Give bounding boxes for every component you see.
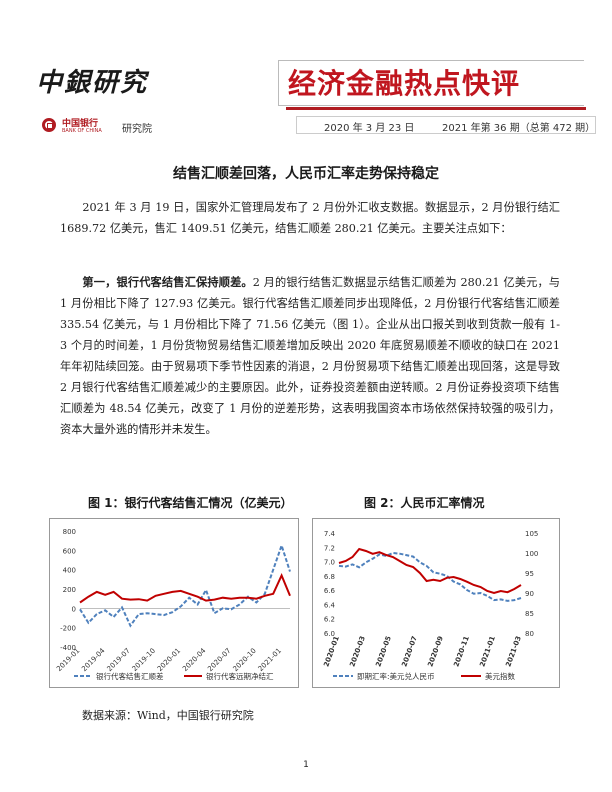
- y-right-tick-label: 90: [525, 590, 534, 598]
- chart-1-frame: -400 -200 0 200 400 600 800 2019-01 2019-04 2019-…: [49, 518, 299, 688]
- y-tick-label: -400: [60, 644, 76, 652]
- x-tick-label: 2020-04: [181, 646, 208, 673]
- y-right-tick-label: 85: [525, 610, 534, 618]
- x-tick-label: 2019-04: [80, 646, 107, 673]
- legend-label-1: 银行代客结售汇顺差: [96, 671, 164, 681]
- y-tick-label: 0: [72, 605, 76, 613]
- x-tick-label: 2021-01: [257, 647, 283, 673]
- legend-label-1: 即期汇率:美元兑人民币: [357, 671, 435, 681]
- bank-name-en: BANK OF CHINA: [62, 128, 102, 134]
- x-tick-label: 2020-07: [400, 635, 419, 668]
- date-frame: [296, 116, 596, 134]
- bank-name-cn: 中国银行: [62, 119, 99, 129]
- banner-frame: [278, 60, 584, 106]
- x-tick-label: 2019-07: [105, 647, 131, 673]
- article-title: 结售汇顺差回落，人民币汇率走势保持稳定: [173, 166, 439, 182]
- y-left-tick-label: 6.4: [324, 601, 336, 609]
- chart-2-frame: 6.0 6.2 6.4 6.6 6.8 7.0 7.2 7.4 80 85 90 95 100 105 20…: [312, 518, 560, 688]
- series-line-2: [338, 547, 522, 595]
- y-right-tick-label: 80: [525, 630, 534, 638]
- header-divider: [286, 107, 586, 110]
- y-left-tick-label: 7.0: [324, 559, 335, 567]
- x-tick-label: 2020-05: [374, 635, 393, 668]
- bank-of-china-logo-icon: [42, 118, 56, 132]
- legend-label-2: 美元指数: [485, 671, 515, 681]
- y-left-tick-label: 6.0: [324, 630, 335, 638]
- chart-2: 6.0 6.2 6.4 6.6 6.8 7.0 7.2 7.4 80 85 90 95 100 105 20…: [322, 530, 538, 681]
- y-tick-label: 600: [63, 547, 76, 555]
- y-tick-label: 800: [63, 528, 76, 536]
- figure-2-title: 图 2：人民币汇率情况: [364, 496, 485, 510]
- y-tick-label: 200: [63, 586, 76, 594]
- x-tick-label: 2020-01: [156, 647, 182, 673]
- x-tick-label: 2020-07: [206, 647, 232, 673]
- x-tick-label: 2021-03: [504, 635, 523, 668]
- paragraph-intro: 2021 年 3 月 19 日，国家外汇管理局发布了 2 月份外汇收支数据。数据…: [60, 201, 560, 235]
- y-tick-label: -200: [60, 625, 76, 633]
- paragraph-point-one: 第一，银行代客结售汇保持顺差。2 月的银行结售汇数据显示结售汇顺差为 280.2…: [60, 272, 560, 440]
- paragraph-body: 2 月的银行结售汇数据显示结售汇顺差为 280.21 亿美元，与 1 月份相比下…: [60, 276, 560, 436]
- y-left-tick-label: 6.6: [324, 587, 336, 595]
- x-tick-label: 2020-09: [426, 635, 445, 668]
- y-right-tick-label: 105: [525, 530, 538, 538]
- publish-date: 2020 年 3 月 23 日: [324, 123, 415, 134]
- figure-1-title: 图 1：银行代客结售汇情况（亿美元）: [88, 496, 293, 510]
- y-left-tick-label: 6.2: [324, 616, 335, 624]
- series-line-1: [79, 542, 291, 628]
- data-source: 数据来源：Wind，中国银行研究院: [82, 709, 254, 722]
- y-right-tick-label: 95: [525, 570, 534, 578]
- y-left-tick-label: 7.2: [324, 544, 335, 552]
- series-line-2: [79, 572, 291, 604]
- x-tick-label: 2020-10: [231, 647, 257, 673]
- paragraph-lead: 第一，银行代客结售汇保持顺差。: [82, 276, 253, 289]
- legend-label-2: 银行代客远期净结汇: [206, 671, 274, 681]
- banner-title: 经济金融热点快评: [288, 67, 521, 100]
- y-left-tick-label: 7.4: [324, 530, 336, 538]
- y-right-tick-label: 100: [525, 550, 538, 558]
- x-tick-label: 2021-01: [478, 635, 497, 668]
- y-tick-label: 400: [63, 567, 76, 575]
- issue-number: 2021 年第 36 期（总第 472 期）: [442, 123, 596, 134]
- x-tick-label: 2019-10: [131, 647, 157, 673]
- institute-label: 研究院: [122, 124, 152, 135]
- x-tick-label: 2020-11: [452, 635, 471, 668]
- x-tick-label: 2020-01: [322, 635, 341, 668]
- research-logo-script: 中銀研究: [36, 68, 149, 98]
- series-line-1: [338, 551, 522, 602]
- x-tick-label: 2020-03: [348, 635, 367, 668]
- y-left-tick-label: 6.8: [324, 573, 335, 581]
- chart-1: -400-20002004006008002019-012019-042019-…: [55, 528, 291, 681]
- page-number: 1: [303, 760, 309, 770]
